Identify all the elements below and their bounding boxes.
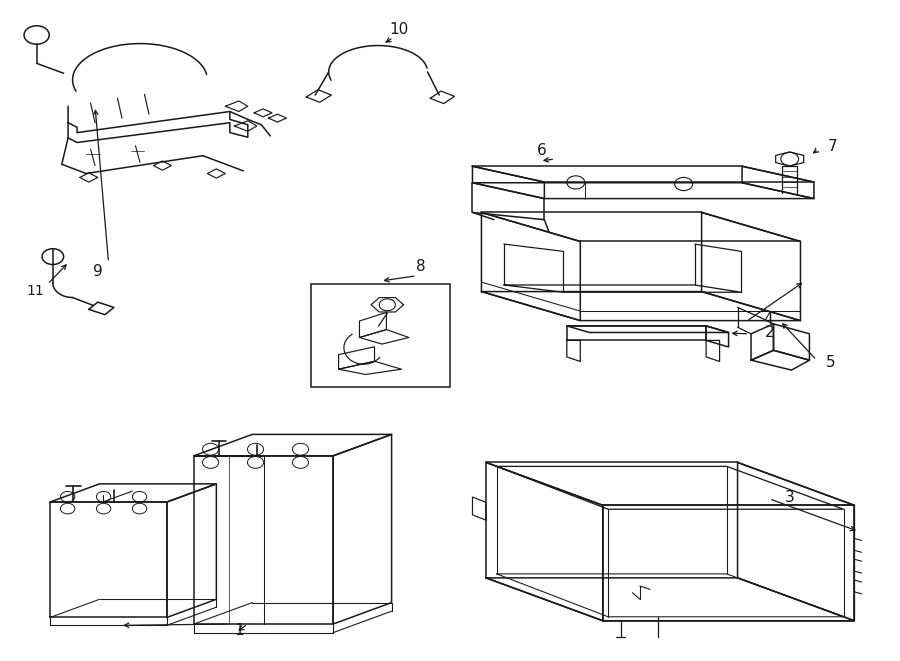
Text: 6: 6	[536, 143, 546, 158]
Bar	[310, 284, 450, 387]
Text: 4: 4	[763, 313, 773, 327]
Text: 7: 7	[828, 139, 838, 154]
Text: 2: 2	[765, 325, 775, 340]
Text: 5: 5	[826, 355, 836, 369]
Text: 3: 3	[785, 490, 795, 505]
Text: 11: 11	[26, 284, 44, 298]
Text: 9: 9	[93, 264, 103, 279]
Text: 8: 8	[417, 259, 426, 274]
Text: 10: 10	[389, 22, 409, 37]
Text: 1: 1	[234, 623, 244, 638]
